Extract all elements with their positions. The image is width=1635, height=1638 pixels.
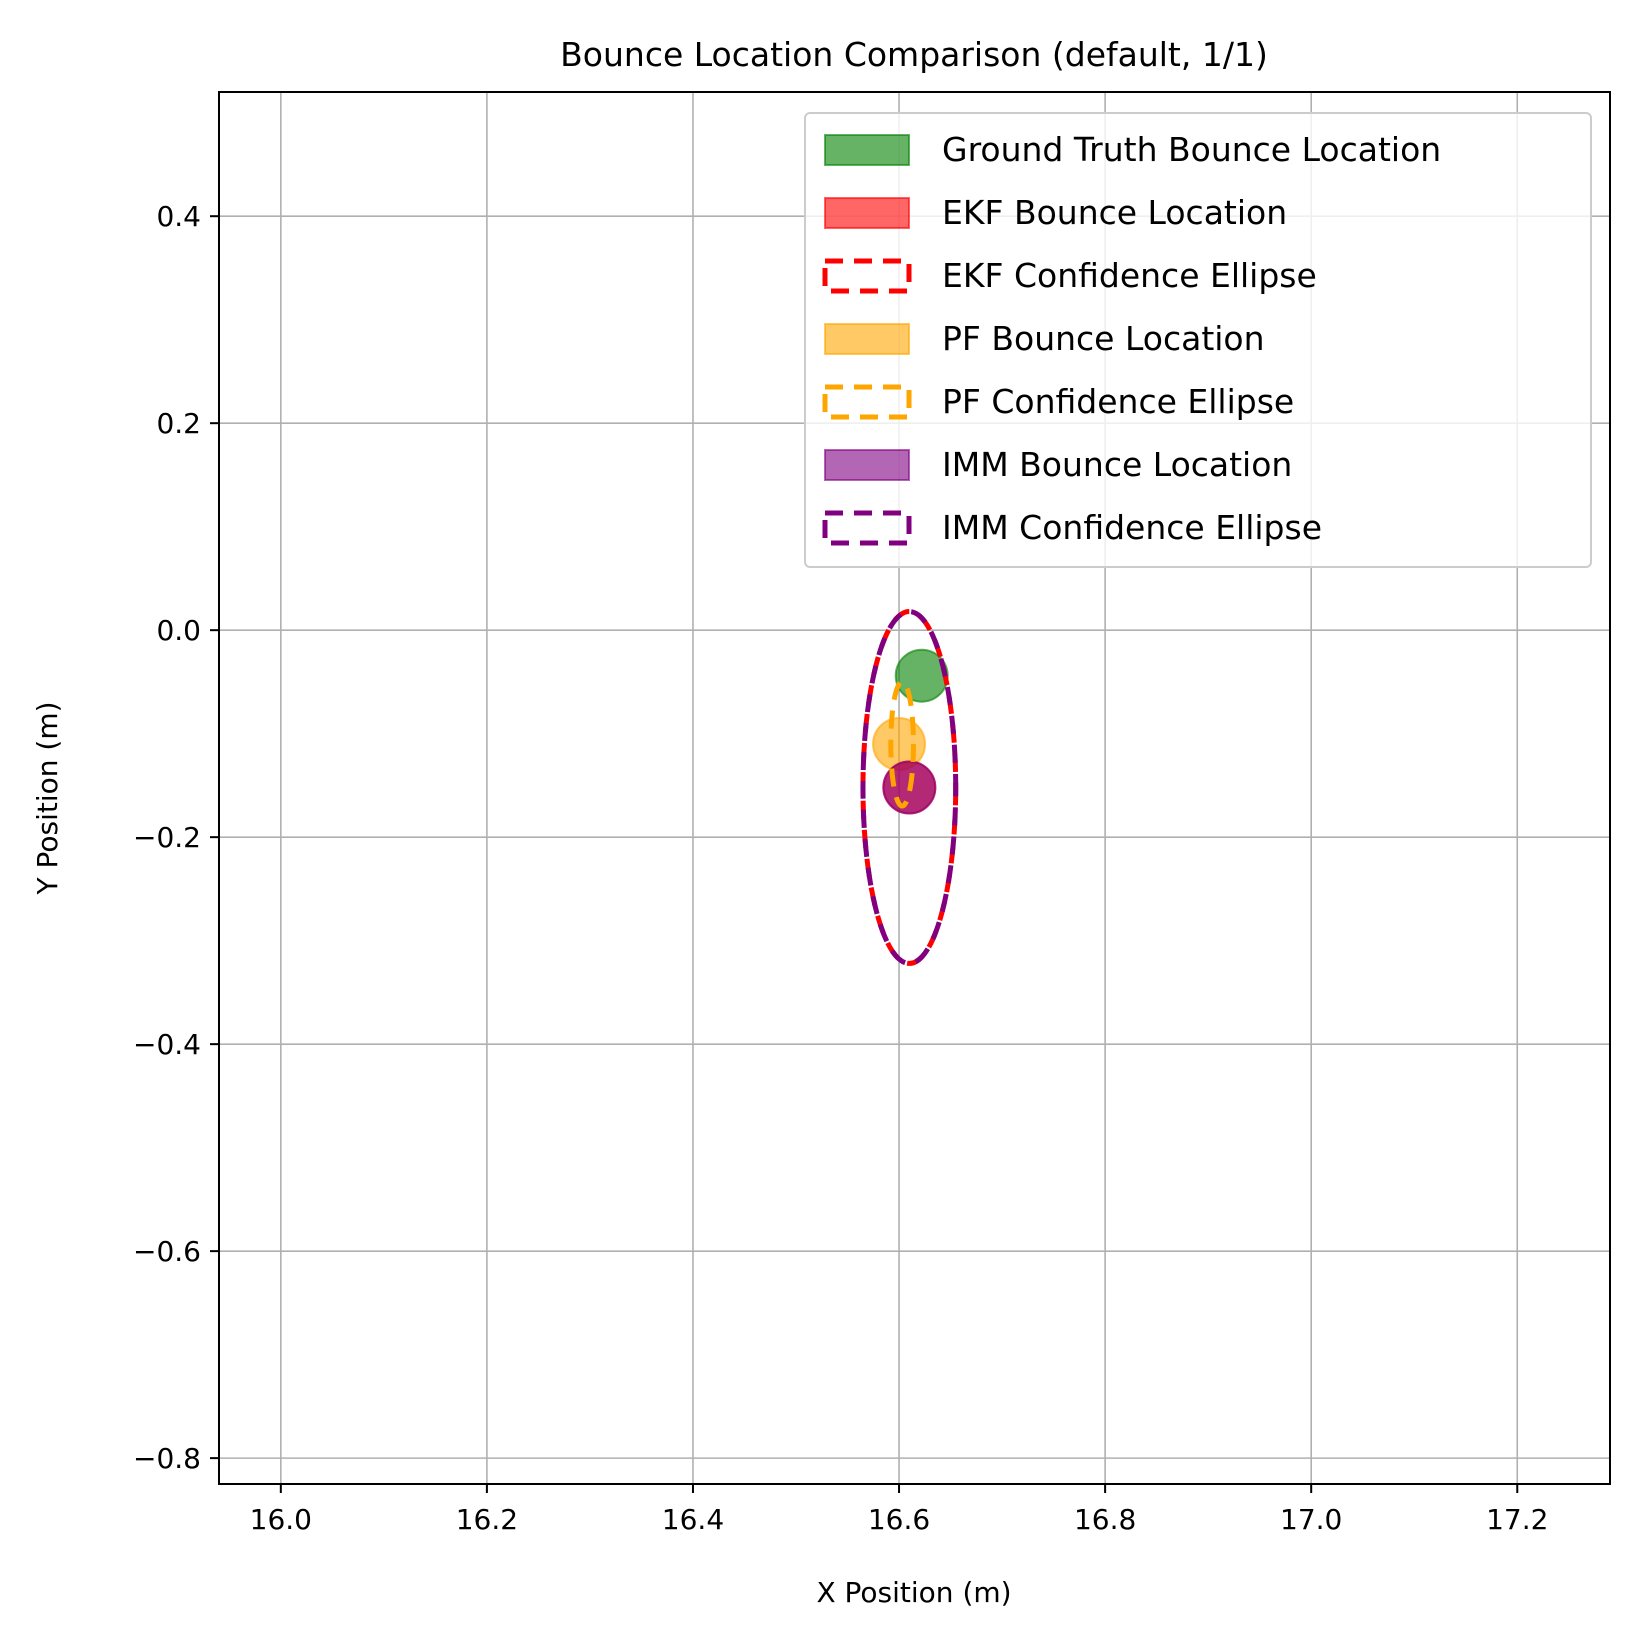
legend-swatch-6 xyxy=(822,510,912,546)
x-tick-label: 16.0 xyxy=(250,1503,312,1536)
legend-label-1: EKF Bounce Location xyxy=(942,193,1287,232)
x-tick-label: 17.2 xyxy=(1486,1503,1548,1536)
legend-label-4: PF Confidence Ellipse xyxy=(942,382,1294,421)
y-tick-label: −0.2 xyxy=(133,821,201,854)
y-tick-label: −0.6 xyxy=(133,1235,201,1268)
legend-swatch-0 xyxy=(824,134,910,166)
legend-swatch-4 xyxy=(822,384,912,420)
y-tick-label: −0.4 xyxy=(133,1028,201,1061)
confidence-ellipse-2 xyxy=(860,609,959,966)
y-tick-label: 0.4 xyxy=(156,200,201,233)
x-tick-label: 17.0 xyxy=(1280,1503,1342,1536)
y-tick-label: −0.8 xyxy=(133,1442,201,1475)
legend: Ground Truth Bounce Location EKF Bounce L… xyxy=(804,112,1592,568)
x-tick-label: 16.6 xyxy=(868,1503,930,1536)
confidence-ellipse-1 xyxy=(888,679,916,809)
x-tick-label: 16.4 xyxy=(662,1503,724,1536)
legend-label-0: Ground Truth Bounce Location xyxy=(942,130,1441,169)
legend-swatch-5 xyxy=(824,449,910,481)
legend-label-5: IMM Bounce Location xyxy=(942,445,1292,484)
legend-label-2: EKF Confidence Ellipse xyxy=(942,256,1317,295)
legend-swatch-2 xyxy=(822,258,912,294)
data-marks xyxy=(860,609,959,966)
plot-frame xyxy=(218,91,1611,1485)
legend-swatch-1 xyxy=(824,197,910,229)
x-axis-label: X Position (m) xyxy=(816,1576,1011,1609)
bounce-point-0 xyxy=(894,648,949,703)
y-axis-label: Y Position (m) xyxy=(31,701,64,895)
chart-title: Bounce Location Comparison (default, 1/1… xyxy=(560,35,1268,74)
y-tick-label: 0.0 xyxy=(156,614,201,647)
y-tick-label: 0.2 xyxy=(156,407,201,440)
x-tick-label: 16.8 xyxy=(1074,1503,1136,1536)
legend-label-3: PF Bounce Location xyxy=(942,319,1265,358)
legend-label-6: IMM Confidence Ellipse xyxy=(942,508,1322,547)
legend-swatch-3 xyxy=(824,323,910,355)
x-tick-label: 16.2 xyxy=(456,1503,518,1536)
legend-box xyxy=(804,112,1592,568)
